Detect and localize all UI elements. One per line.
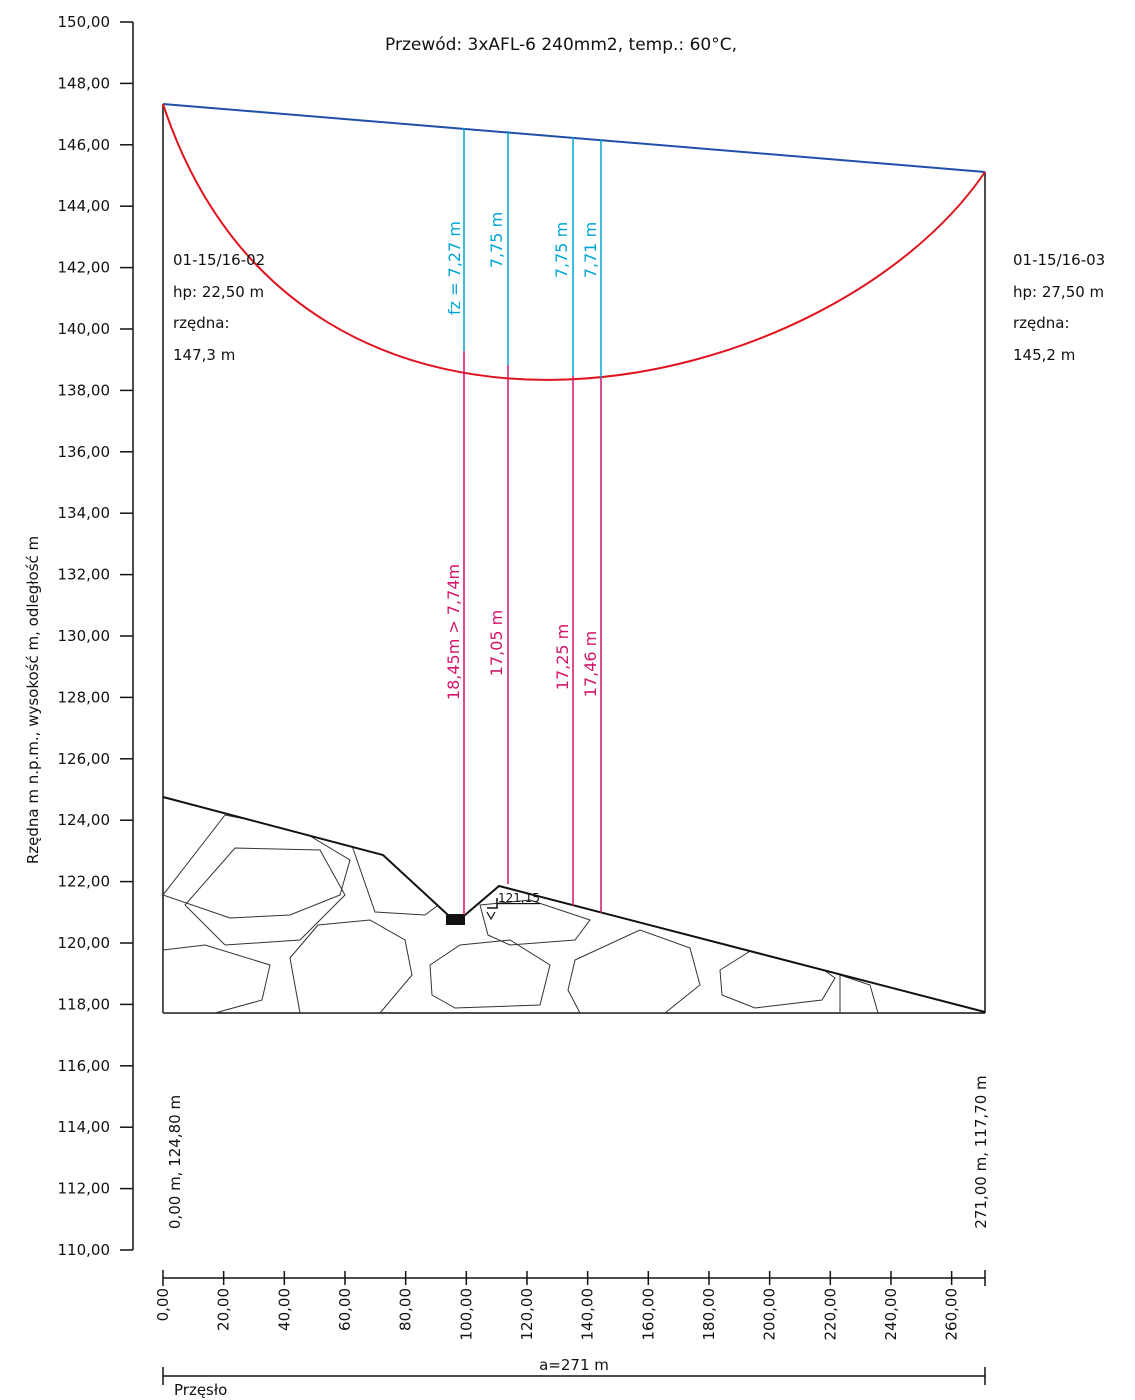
y-tick-label: 112,00 [58, 1180, 111, 1198]
chord-line [162, 103, 986, 173]
ground-profile-line [162, 796, 986, 1013]
x-tick-label: 140,00 [579, 1288, 597, 1341]
x-tick-label: 40,00 [275, 1288, 293, 1331]
y-tick-label: 148,00 [58, 74, 111, 92]
conductor-curve [162, 103, 986, 381]
right-pole-name: 01-15/16-03 [1013, 251, 1105, 269]
x-tick-label: 240,00 [882, 1288, 900, 1341]
clearance-label-1: 18,45m > 7,74m [444, 564, 463, 700]
level-arrow-icon [486, 911, 496, 921]
right-ground-coord: 271,00 m, 117,70 m [972, 1075, 990, 1228]
clearance-label-2: 17,05 m [487, 610, 506, 676]
y-tick-label: 140,00 [58, 320, 111, 338]
y-tick-label: 114,00 [58, 1118, 111, 1136]
y-tick-label: 120,00 [58, 934, 111, 952]
y-tick-label: 134,00 [58, 504, 111, 522]
span-name-label: Przęsło [174, 1381, 227, 1399]
y-tick-label: 144,00 [58, 197, 111, 215]
y-tick-label: 150,00 [58, 13, 111, 31]
x-tick-label: 20,00 [215, 1288, 233, 1331]
left-pole-rzedna-value: 147,3 m [173, 346, 235, 364]
x-tick-label: 120,00 [518, 1288, 536, 1341]
y-tick-label: 132,00 [58, 566, 111, 584]
left-ground-coord: 0,00 m, 124,80 m [166, 1095, 184, 1229]
y-tick-label: 138,00 [58, 381, 111, 399]
x-axis-ticks: 0,00 20,00 40,00 60,00 80,00 100,00 120,00 140,… [154, 1271, 961, 1341]
level-marker [487, 898, 498, 909]
y-tick-label: 124,00 [58, 811, 111, 829]
x-tick-label: 260,00 [943, 1288, 961, 1341]
y-tick-label: 130,00 [58, 627, 111, 645]
x-tick-label: 80,00 [397, 1288, 415, 1331]
right-pole-rzedna-label: rzędna: [1013, 314, 1070, 332]
right-pole-hp: hp: 27,50 m [1013, 283, 1104, 301]
rock-texture [163, 814, 879, 1013]
y-tick-label: 126,00 [58, 750, 111, 768]
obstacle-marker [446, 915, 465, 925]
y-axis-ticks: 150,00 148,00 146,00 144,00 142,00 140,00 138,… [58, 13, 133, 1259]
clearance-label-3: 17,25 m [553, 624, 572, 690]
sag-label-2: 7,75 m [487, 212, 506, 268]
y-tick-label: 110,00 [58, 1241, 111, 1259]
y-tick-label: 116,00 [58, 1057, 111, 1075]
left-pole-rzedna-label: rzędna: [173, 314, 230, 332]
y-tick-label: 128,00 [58, 688, 111, 706]
clearance-label-4: 17,46 m [581, 631, 600, 697]
sag-label-3: 7,75 m [552, 222, 571, 278]
x-tick-label: 180,00 [700, 1288, 718, 1341]
x-tick-label: 60,00 [336, 1288, 354, 1331]
obstacle-level-text: 121,15 [498, 891, 540, 905]
y-axis-label: Rzędna m n.p.m., wysokość m, odległość m [24, 536, 42, 864]
y-tick-label: 118,00 [58, 995, 111, 1013]
y-tick-label: 142,00 [58, 259, 111, 277]
right-pole-info: 01-15/16-03 hp: 27,50 m rzędna: 145,2 m [1013, 251, 1105, 364]
left-pole-hp: hp: 22,50 m [173, 283, 264, 301]
sag-label-4: 7,71 m [581, 222, 600, 278]
x-tick-label: 200,00 [761, 1288, 779, 1341]
y-tick-label: 122,00 [58, 873, 111, 891]
y-tick-label: 136,00 [58, 443, 111, 461]
left-pole-name: 01-15/16-02 [173, 251, 265, 269]
span-length-label: a=271 m [539, 1356, 609, 1374]
x-tick-label: 220,00 [821, 1288, 839, 1341]
sag-label-1: fz = 7,27 m [445, 221, 464, 315]
x-tick-label: 160,00 [639, 1288, 657, 1341]
y-tick-label: 146,00 [58, 136, 111, 154]
right-pole-rzedna-value: 145,2 m [1013, 346, 1075, 364]
x-tick-label: 100,00 [457, 1288, 475, 1341]
x-tick-label: 0,00 [154, 1288, 172, 1321]
left-pole-info: 01-15/16-02 hp: 22,50 m rzędna: 147,3 m [173, 251, 265, 364]
measurement-lines [463, 128, 602, 915]
chart-title: Przewód: 3xAFL-6 240mm2, temp.: 60°C, [385, 35, 737, 55]
